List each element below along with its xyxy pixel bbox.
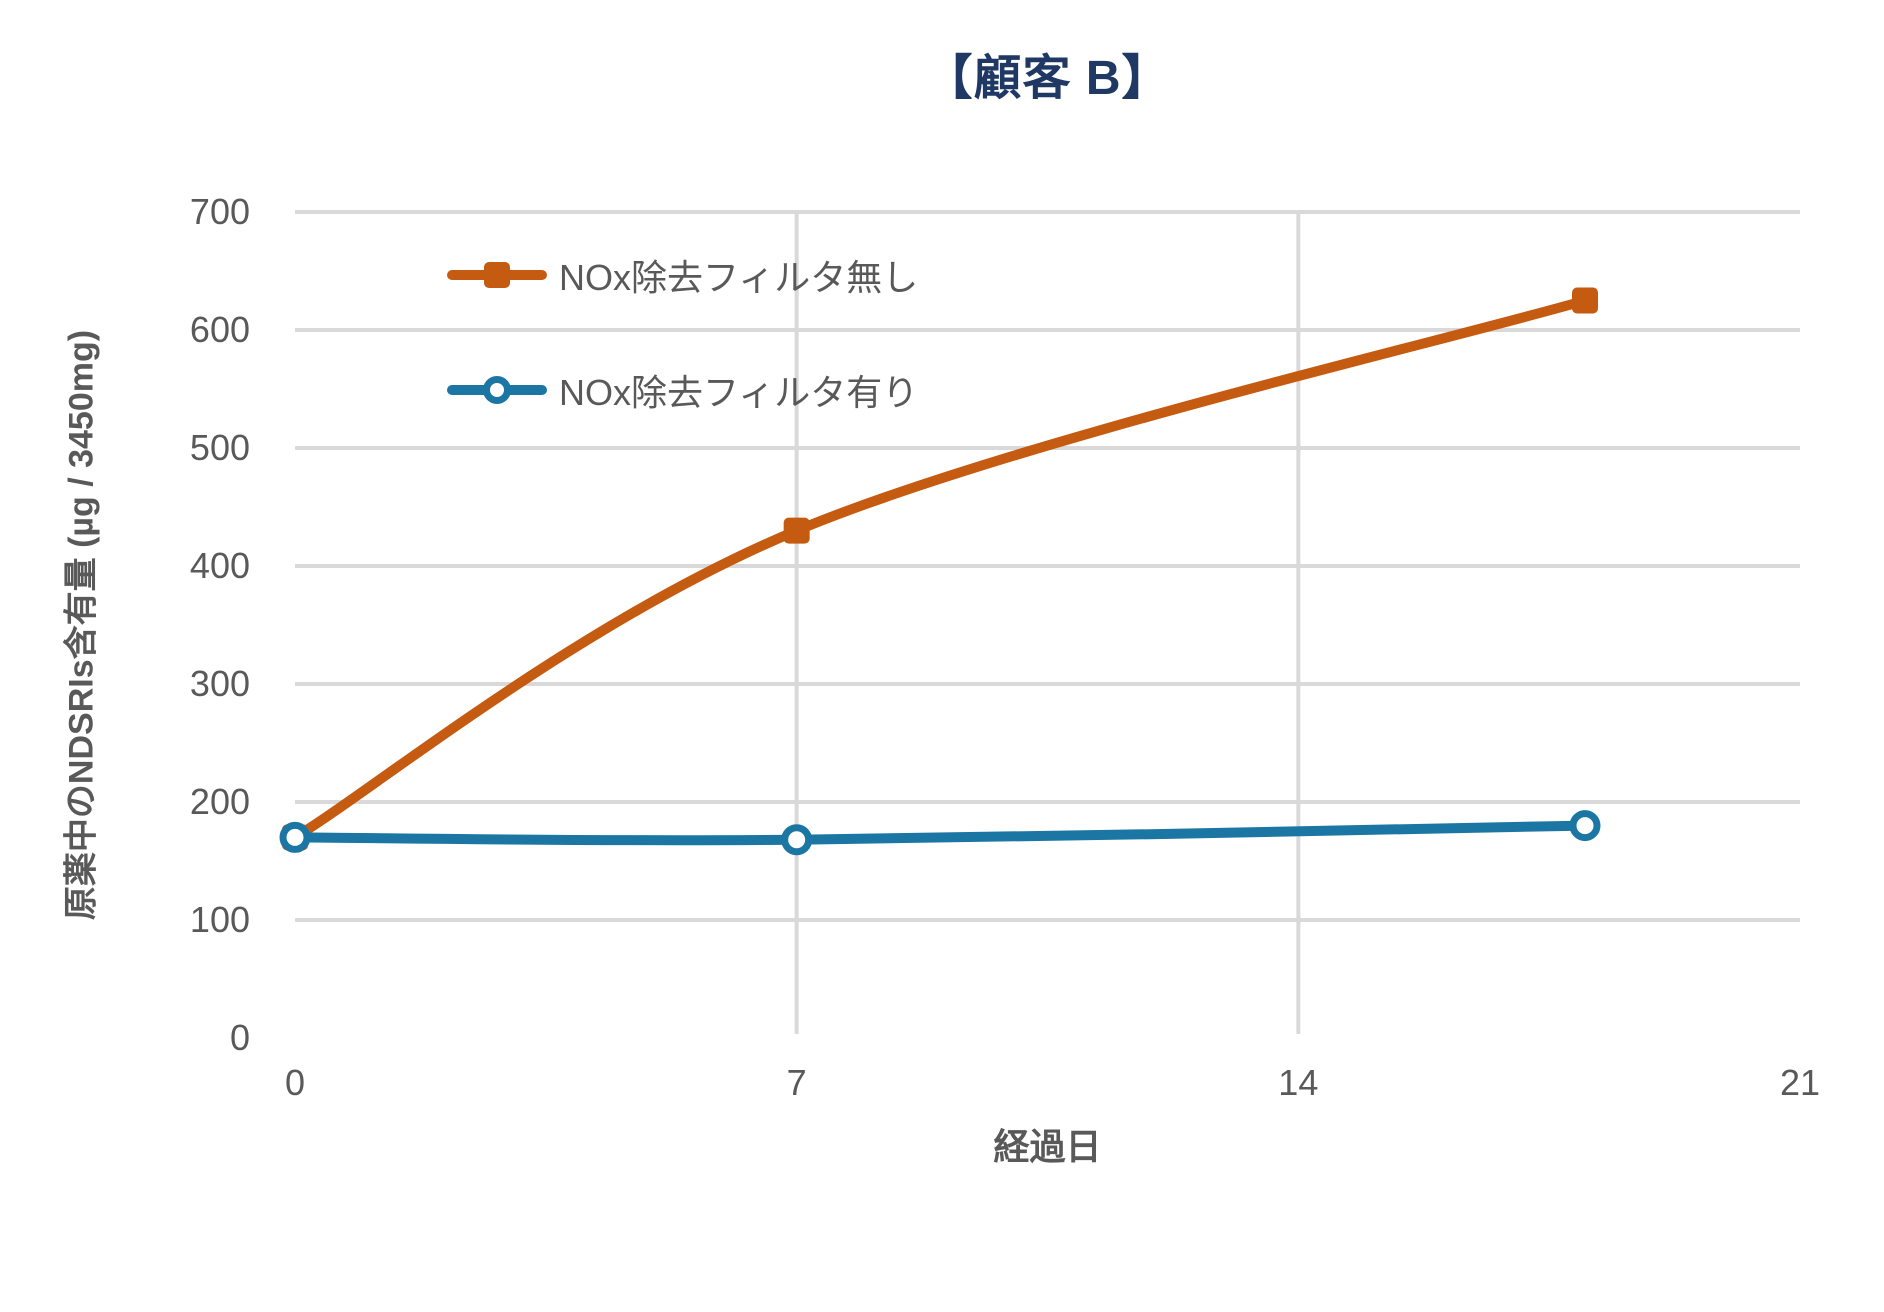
square-marker-icon xyxy=(484,262,510,288)
data-point-square xyxy=(1572,287,1598,314)
data-point-square xyxy=(783,517,810,544)
legend-label: NOx除去フィルタ無し xyxy=(559,257,919,298)
y-tick-label: 100 xyxy=(189,899,250,940)
data-point-circle xyxy=(279,821,311,853)
x-axis-title: 経過日 xyxy=(993,1126,1102,1167)
legend-swatch-with-filter xyxy=(447,368,547,412)
y-tick-label: 0 xyxy=(229,1017,250,1058)
chart-title: 【顧客 B】 xyxy=(924,52,1171,105)
data-point-circle xyxy=(1569,810,1601,842)
y-tick-label: 600 xyxy=(189,309,250,350)
circle-marker-icon xyxy=(483,376,511,404)
legend-swatch-no-filter xyxy=(447,253,547,297)
y-tick-label: 200 xyxy=(189,781,250,822)
y-tick-label: 300 xyxy=(189,663,250,704)
x-tick-label: 14 xyxy=(1278,1062,1319,1103)
legend-label: NOx除去フィルタ有り xyxy=(559,372,919,413)
legend-item-with-filter: NOx除去フィルタ有り xyxy=(447,368,918,413)
x-tick-label: 21 xyxy=(1779,1062,1821,1103)
y-tick-label: 700 xyxy=(189,191,250,232)
legend-item-no-filter: NOx除去フィルタ無し xyxy=(447,253,918,298)
series-line-0 xyxy=(290,295,1590,843)
y-tick-label: 400 xyxy=(189,545,250,586)
y-tick-label: 500 xyxy=(189,427,250,468)
x-tick-label: 7 xyxy=(786,1062,807,1103)
x-tick-label: 0 xyxy=(284,1062,306,1103)
data-point-circle xyxy=(781,824,813,856)
series-line-1 xyxy=(290,820,1590,846)
